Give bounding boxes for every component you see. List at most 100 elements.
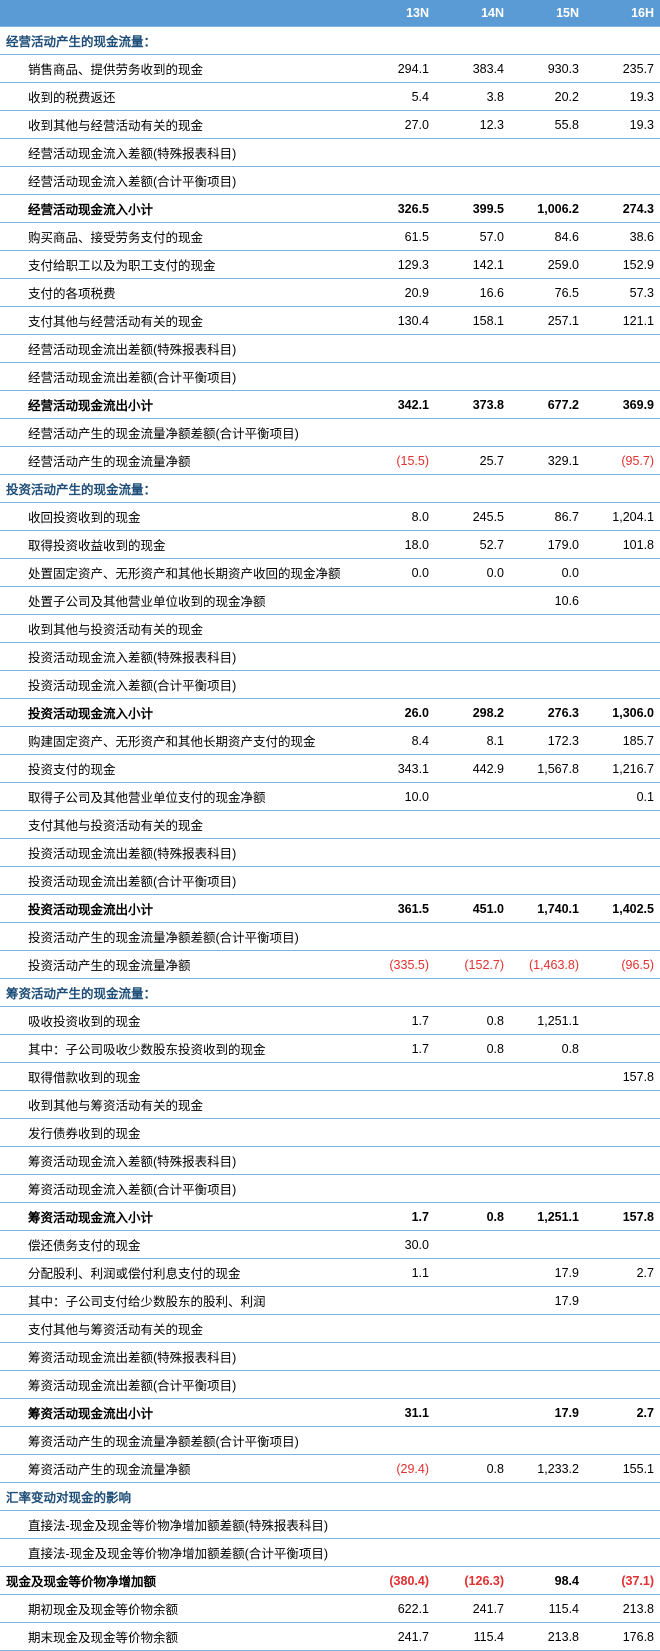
row-value: 361.5 — [360, 895, 435, 923]
row-value: 276.3 — [510, 699, 585, 727]
row-value — [510, 419, 585, 447]
row-value — [510, 1119, 585, 1147]
row-label: 投资活动产生的现金流量： — [0, 475, 360, 503]
row-value — [435, 1175, 510, 1203]
row-value — [360, 671, 435, 699]
row-label: 收到其他与经营活动有关的现金 — [0, 111, 360, 139]
row-value: 343.1 — [360, 755, 435, 783]
row-value — [360, 1091, 435, 1119]
row-label: 经营活动产生的现金流量净额 — [0, 447, 360, 475]
row-value — [585, 1287, 660, 1315]
table-row: 直接法-现金及现金等价物净增加额差额(特殊报表科目) — [0, 1511, 660, 1539]
row-value — [360, 1539, 435, 1567]
row-value — [510, 1175, 585, 1203]
table-row: 收回投资收到的现金8.0245.586.71,204.1 — [0, 503, 660, 531]
row-value: 172.3 — [510, 727, 585, 755]
row-value: 369.9 — [585, 391, 660, 419]
row-label: 处置子公司及其他营业单位收到的现金净额 — [0, 587, 360, 615]
table-row: 经营活动现金流入小计326.5399.51,006.2274.3 — [0, 195, 660, 223]
table-row: 经营活动现金流入差额(合计平衡项目) — [0, 167, 660, 195]
row-value: 1,402.5 — [585, 895, 660, 923]
row-value — [585, 1427, 660, 1455]
row-value — [360, 1147, 435, 1175]
table-row: 发行债券收到的现金 — [0, 1119, 660, 1147]
table-row: 投资活动现金流入小计26.0298.2276.31,306.0 — [0, 699, 660, 727]
row-label: 汇率变动对现金的影响 — [0, 1483, 360, 1511]
row-value — [360, 167, 435, 195]
row-value — [510, 475, 585, 503]
row-value — [435, 475, 510, 503]
table-row: 经营活动产生的现金流量净额(15.5)25.7329.1(95.7) — [0, 447, 660, 475]
row-value — [585, 615, 660, 643]
row-label: 投资活动现金流入差额(特殊报表科目) — [0, 643, 360, 671]
row-value — [510, 923, 585, 951]
row-value — [510, 839, 585, 867]
row-value: 17.9 — [510, 1287, 585, 1315]
row-value — [435, 783, 510, 811]
row-value — [435, 167, 510, 195]
row-label: 投资活动现金流入差额(合计平衡项目) — [0, 671, 360, 699]
row-value — [435, 671, 510, 699]
row-value: 31.1 — [360, 1399, 435, 1427]
row-label: 支付其他与投资活动有关的现金 — [0, 811, 360, 839]
row-label: 收到其他与筹资活动有关的现金 — [0, 1091, 360, 1119]
row-value — [435, 1287, 510, 1315]
row-value — [435, 587, 510, 615]
row-value — [360, 923, 435, 951]
row-value: 38.6 — [585, 223, 660, 251]
row-value: 157.8 — [585, 1203, 660, 1231]
row-value: 1,567.8 — [510, 755, 585, 783]
table-row: 筹资活动现金流入差额(特殊报表科目) — [0, 1147, 660, 1175]
row-value — [510, 1063, 585, 1091]
table-row: 支付其他与筹资活动有关的现金 — [0, 1315, 660, 1343]
row-value — [360, 979, 435, 1007]
header-col-3: 15N — [510, 0, 585, 27]
row-value: 329.1 — [510, 447, 585, 475]
row-value — [435, 1147, 510, 1175]
table-row: 经营活动产生的现金流量： — [0, 27, 660, 55]
row-value — [360, 1287, 435, 1315]
row-value — [360, 1371, 435, 1399]
row-label: 支付的各项税费 — [0, 279, 360, 307]
row-label: 经营活动现金流入差额(合计平衡项目) — [0, 167, 360, 195]
row-value: 0.8 — [435, 1455, 510, 1483]
row-value — [510, 1511, 585, 1539]
row-label: 购买商品、接受劳务支付的现金 — [0, 223, 360, 251]
table-row: 筹资活动产生的现金流量净额差额(合计平衡项目) — [0, 1427, 660, 1455]
table-row: 筹资活动现金流出差额(合计平衡项目) — [0, 1371, 660, 1399]
row-value: 373.8 — [435, 391, 510, 419]
row-value — [585, 1147, 660, 1175]
row-label: 直接法-现金及现金等价物净增加额差额(合计平衡项目) — [0, 1539, 360, 1567]
row-value: 185.7 — [585, 727, 660, 755]
row-value — [435, 1119, 510, 1147]
row-value — [435, 335, 510, 363]
row-value: 155.1 — [585, 1455, 660, 1483]
table-row: 吸收投资收到的现金1.70.81,251.1 — [0, 1007, 660, 1035]
row-value: 241.7 — [360, 1623, 435, 1651]
row-label: 取得借款收到的现金 — [0, 1063, 360, 1091]
row-value: 30.0 — [360, 1231, 435, 1259]
row-label: 筹资活动现金流入小计 — [0, 1203, 360, 1231]
row-value — [435, 615, 510, 643]
header-blank — [0, 0, 360, 27]
table-row: 支付其他与经营活动有关的现金130.4158.1257.1121.1 — [0, 307, 660, 335]
row-value — [435, 1091, 510, 1119]
row-value — [510, 1343, 585, 1371]
table-row: 投资活动产生的现金流量净额(335.5)(152.7)(1,463.8)(96.… — [0, 951, 660, 979]
row-value: 27.0 — [360, 111, 435, 139]
table-body: 经营活动产生的现金流量：销售商品、提供劳务收到的现金294.1383.4930.… — [0, 27, 660, 1651]
table-row: 期末现金及现金等价物余额241.7115.4213.8176.8 — [0, 1623, 660, 1651]
row-value: 0.8 — [510, 1035, 585, 1063]
row-label: 现金及现金等价物净增加额 — [0, 1567, 360, 1595]
row-value: 1.7 — [360, 1035, 435, 1063]
row-value — [360, 839, 435, 867]
row-value: 26.0 — [360, 699, 435, 727]
row-value — [435, 867, 510, 895]
table-row: 直接法-现金及现金等价物净增加额差额(合计平衡项目) — [0, 1539, 660, 1567]
row-value: 294.1 — [360, 55, 435, 83]
row-value — [360, 1175, 435, 1203]
header-col-1: 13N — [360, 0, 435, 27]
row-value: (126.3) — [435, 1567, 510, 1595]
row-value — [510, 1371, 585, 1399]
row-label: 收到的税费返还 — [0, 83, 360, 111]
